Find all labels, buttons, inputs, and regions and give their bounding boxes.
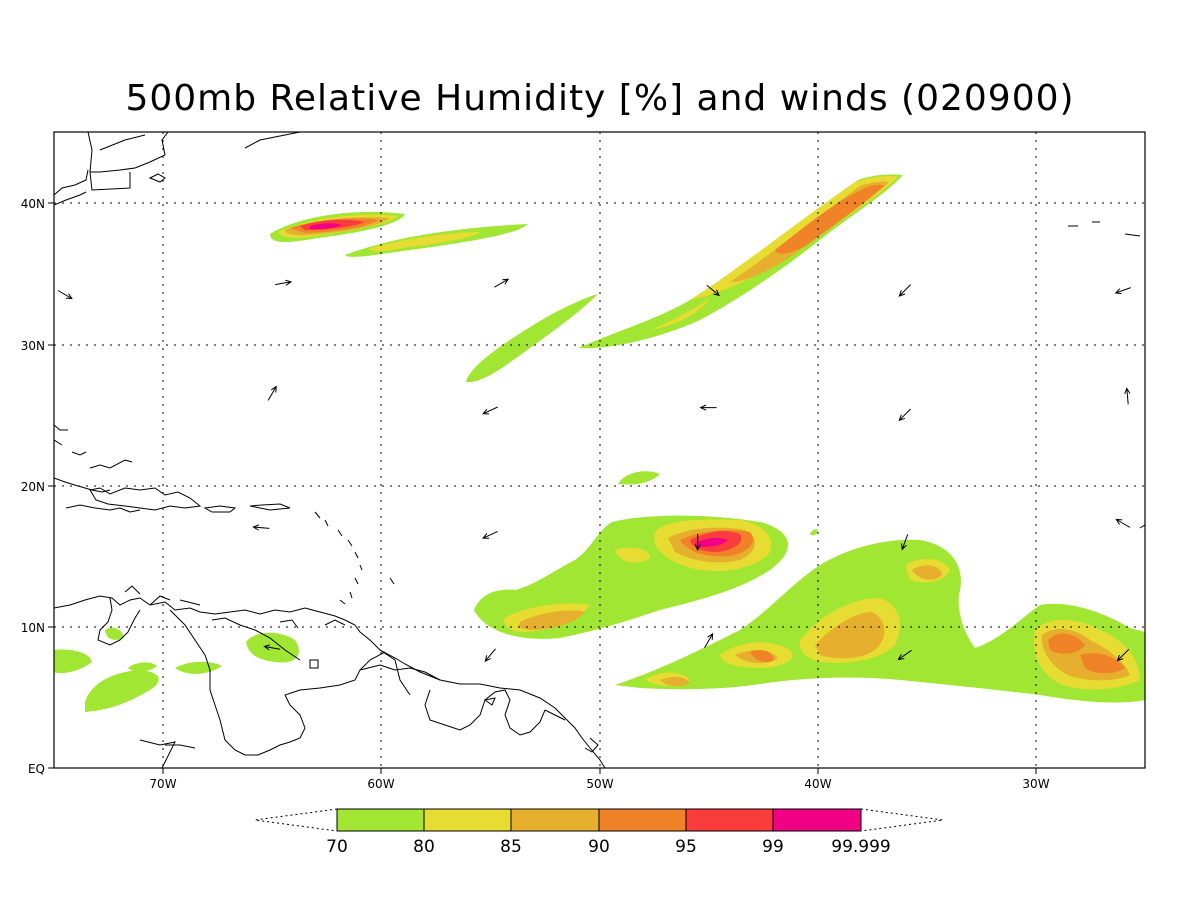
rh-band-90-95 bbox=[290, 184, 1125, 674]
colorbar-label-85: 85 bbox=[500, 837, 522, 857]
wind-arrow bbox=[706, 284, 720, 297]
lat-labels: 40N 30N 20N 10N EQ bbox=[21, 197, 45, 776]
lon-label-40w: 40W bbox=[804, 777, 831, 791]
wind-arrow bbox=[57, 290, 73, 300]
tick-marks bbox=[48, 202, 1037, 774]
humidity-shading bbox=[54, 174, 1145, 712]
colorbar: 70 80 85 90 95 99 99.999 bbox=[254, 808, 944, 857]
wind-arrow bbox=[898, 408, 911, 422]
wind-arrow bbox=[484, 648, 496, 662]
wind-arrow bbox=[901, 534, 909, 551]
wind-arrow bbox=[1115, 518, 1131, 528]
colorbar-label-95: 95 bbox=[675, 837, 697, 857]
colorbar-swatch-95-99 bbox=[685, 808, 774, 832]
wind-arrow bbox=[694, 533, 701, 552]
wind-arrow bbox=[1114, 287, 1131, 295]
wind-arrow bbox=[897, 649, 912, 661]
coastlines bbox=[54, 132, 1145, 768]
lat-label-10n: 10N bbox=[21, 621, 45, 635]
wind-arrow bbox=[699, 404, 717, 411]
wind-arrow bbox=[494, 278, 510, 288]
colorbar-swatch-70-80 bbox=[336, 808, 425, 832]
wind-vectors bbox=[57, 278, 1131, 662]
lon-labels: 70W 60W 50W 40W 30W bbox=[149, 777, 1049, 791]
lon-label-50w: 50W bbox=[586, 777, 613, 791]
colorbar-label-90: 90 bbox=[588, 837, 610, 857]
wind-arrow bbox=[263, 644, 281, 651]
colorbar-label-99: 99 bbox=[762, 837, 784, 857]
rh-band-80-85 bbox=[278, 176, 1140, 690]
colorbar-swatch-90-95 bbox=[598, 808, 687, 832]
colorbar-label-70: 70 bbox=[326, 837, 348, 857]
colorbar-swatch-99-100 bbox=[772, 808, 862, 832]
colorbar-label-80: 80 bbox=[413, 837, 435, 857]
lat-label-40n: 40N bbox=[21, 197, 45, 211]
rh-band-85-90 bbox=[285, 181, 1130, 687]
colorbar-left-extension bbox=[254, 808, 338, 832]
lon-label-60w: 60W bbox=[367, 777, 394, 791]
wind-arrow bbox=[267, 385, 277, 401]
rh-band-70-80 bbox=[54, 174, 1145, 712]
gridlines bbox=[54, 132, 1145, 768]
wind-arrow bbox=[1124, 387, 1131, 405]
colorbar-swatch-80-85 bbox=[423, 808, 512, 832]
wind-arrow bbox=[704, 632, 714, 648]
map-title: 500mb Relative Humidity [%] and winds (0… bbox=[125, 78, 1075, 119]
rh-band-95-99 bbox=[300, 219, 742, 552]
lat-label-eq: EQ bbox=[28, 762, 45, 776]
rh-band-99-100 bbox=[310, 223, 728, 547]
wind-arrow bbox=[252, 524, 270, 531]
colorbar-right-extension bbox=[860, 808, 944, 832]
lat-label-30n: 30N bbox=[21, 339, 45, 353]
lat-label-20n: 20N bbox=[21, 480, 45, 494]
wind-arrow bbox=[1116, 648, 1130, 662]
lon-label-70w: 70W bbox=[149, 777, 176, 791]
lon-label-30w: 30W bbox=[1022, 777, 1049, 791]
wind-arrow bbox=[482, 406, 498, 415]
colorbar-label-99999: 99.999 bbox=[831, 837, 890, 857]
wind-arrow bbox=[275, 279, 293, 286]
wind-arrow bbox=[482, 530, 498, 539]
colorbar-swatch-85-90 bbox=[510, 808, 600, 832]
wind-arrow bbox=[898, 284, 911, 297]
